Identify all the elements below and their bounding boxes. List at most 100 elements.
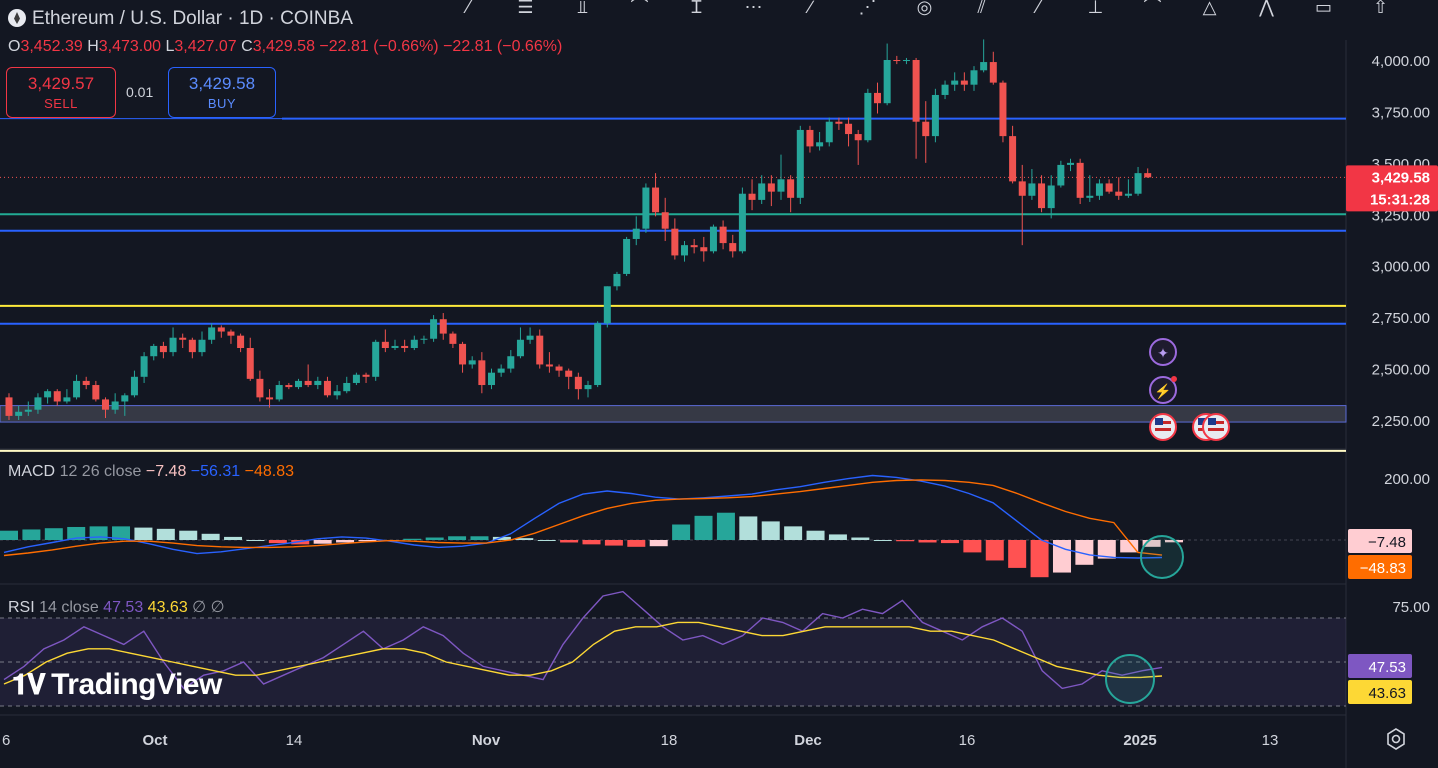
candle-body <box>748 193 756 200</box>
candle-body <box>295 380 302 388</box>
candle-body <box>951 80 959 85</box>
candle-body <box>1038 183 1046 209</box>
macd-histogram-bar <box>336 540 355 543</box>
candle-body <box>1028 183 1036 196</box>
ohlc-close: 3,429.58 <box>252 38 315 55</box>
macd-hist-value: −7.48 <box>145 463 187 480</box>
macd-histogram-bar <box>1165 540 1183 543</box>
macd-legend[interactable]: MACD 12 26 close −7.48 −56.31 −48.83 <box>8 463 294 481</box>
macd-histogram-bar <box>246 540 265 541</box>
candle-body <box>73 380 81 398</box>
candle-body <box>671 228 679 256</box>
candle-body <box>82 380 90 386</box>
candle-body <box>545 364 553 367</box>
target-icon[interactable]: ◎ <box>916 0 933 17</box>
candle-body <box>1057 164 1065 186</box>
candle-body <box>352 374 360 383</box>
macd-signal-value: −48.83 <box>244 463 295 480</box>
fib-icon[interactable]: ⫽ <box>977 0 986 17</box>
candle-body <box>690 245 698 248</box>
time-axis-tick: 13 <box>1262 732 1279 749</box>
long-position-icon[interactable]: ⫫ <box>577 0 588 17</box>
candle-body <box>1105 183 1113 192</box>
candle-body <box>565 370 573 377</box>
chart-settings-gear-icon[interactable] <box>1384 727 1408 751</box>
candle-body <box>584 385 592 390</box>
cursor-text-icon[interactable]: Ɪ <box>691 0 702 17</box>
candle-body <box>912 60 920 122</box>
candle-body <box>1047 185 1055 209</box>
rsi-legend[interactable]: RSI 14 close 47.53 43.63 ∅ ∅ <box>8 597 225 617</box>
arrow-up-icon[interactable]: ⇧ <box>1372 0 1389 17</box>
macd-histogram-bar <box>44 528 63 540</box>
xabcd-icon[interactable]: ⋀ <box>1259 0 1274 17</box>
pattern-icon[interactable]: ⋯ <box>744 0 763 17</box>
horizontal-lines-icon[interactable]: ☰ <box>517 0 534 17</box>
price-axis-tick: 3,250.00 <box>1372 207 1430 224</box>
candle-body <box>1076 162 1084 198</box>
candle-body <box>536 335 544 365</box>
ohlc-high-label: H <box>87 38 99 55</box>
macd-line-value: −56.31 <box>190 463 241 480</box>
macd-histogram-bar <box>448 536 467 540</box>
candle-body <box>652 187 660 213</box>
macd-histogram-bar <box>672 524 691 540</box>
candle-body <box>150 345 158 357</box>
candle-body <box>285 385 293 388</box>
candle-body <box>999 82 1007 137</box>
macd-histogram-bar <box>985 540 1004 561</box>
brush-icon[interactable]: ∕ <box>808 0 812 17</box>
lightning-event-icon <box>1149 376 1177 404</box>
macd-histogram-bar <box>1120 540 1139 553</box>
path-icon[interactable]: ⌒ <box>630 0 649 17</box>
macd-histogram-bar <box>784 526 803 540</box>
trend-line-icon[interactable]: ⁄ <box>466 0 470 17</box>
candle-body <box>594 323 602 386</box>
flag-canton <box>1155 418 1163 425</box>
anchor-icon[interactable]: ⊥ <box>1087 0 1104 17</box>
macd-histogram-bar <box>67 526 86 540</box>
candle-body <box>777 179 785 192</box>
symbol-title[interactable]: Ethereum / U.S. Dollar · 1D · COINBA <box>8 8 353 30</box>
time-axis-tick: 18 <box>661 732 678 749</box>
candle-body <box>1124 193 1132 196</box>
candle-body <box>989 62 997 83</box>
callout-icon[interactable]: ▭ <box>1314 0 1332 17</box>
macd-histogram-bar <box>156 528 175 540</box>
rsi-ma-badge <box>1348 680 1412 704</box>
drawing-toolbar: ⁄ ☰ ⫫ ⌒ Ɪ ⋯ ∕ ⋰ ◎ ⫽ ⁄ ⊥ ⌒ △ ⋀ ▭ ⇧ <box>440 0 1409 20</box>
time-axis-tick: 6 <box>2 732 10 749</box>
macd-histogram-bar <box>918 540 937 543</box>
macd-histogram-bar <box>940 540 959 544</box>
candle-body <box>642 187 650 229</box>
macd-histogram-bar <box>963 540 982 553</box>
macd-histogram-bar <box>761 521 780 540</box>
candle-body <box>410 339 418 348</box>
buy-button[interactable]: 3,429.58 BUY <box>168 67 276 118</box>
macd-histogram-bar <box>1030 540 1049 578</box>
line-icon[interactable]: ⁄ <box>1036 0 1040 17</box>
sell-button[interactable]: 3,429.57 SELL <box>6 67 116 118</box>
curve-icon[interactable]: ⌒ <box>1143 0 1162 17</box>
macd-histogram-bar <box>694 515 713 540</box>
macd-histogram-bar <box>1008 540 1027 568</box>
macd-histogram-bar <box>806 530 825 540</box>
candle-body <box>767 183 775 192</box>
triangle-icon[interactable]: △ <box>1202 0 1217 17</box>
candle-body <box>333 391 341 396</box>
macd-params: 12 26 close <box>59 463 142 480</box>
pitchfork-icon[interactable]: ⋰ <box>858 0 877 17</box>
time-axis-tick: 2025 <box>1123 732 1156 749</box>
candle-body <box>960 80 968 85</box>
candle-body <box>5 397 13 416</box>
candle-body <box>15 411 23 416</box>
tradingview-watermark: 𝟏𝐕 TradingView <box>12 668 222 702</box>
symbol-title-text: Ethereum / U.S. Dollar · 1D · COINBA <box>32 8 353 29</box>
macd-histogram-bar <box>22 529 41 540</box>
candle-body <box>902 60 910 62</box>
macd-histogram-bar <box>492 536 511 540</box>
candle-body <box>208 327 216 340</box>
candle-body <box>430 319 438 339</box>
